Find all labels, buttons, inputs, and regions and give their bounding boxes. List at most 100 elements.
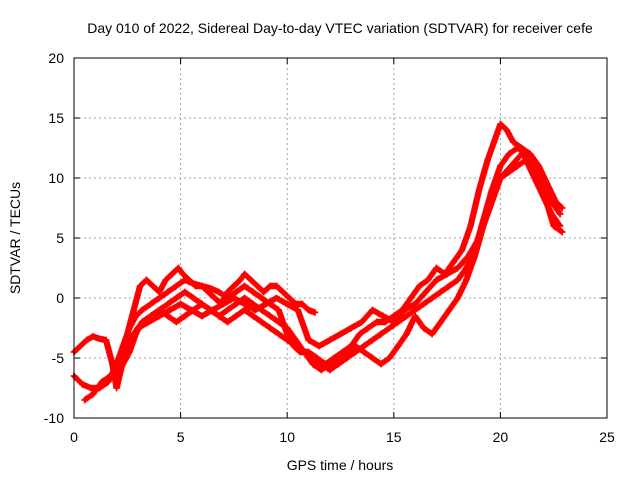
data-point [379,312,387,320]
data-point [428,330,436,338]
data-point [337,330,344,338]
y-tick-label: 0 [56,290,64,306]
data-point [433,276,440,284]
data-point [173,294,180,302]
data-point [113,372,120,380]
data-point [411,306,419,314]
data-point [215,288,223,296]
data-point [177,300,184,308]
data-point [377,360,385,368]
data-point [252,306,259,314]
data-point [509,138,517,146]
data-point [164,288,172,296]
x-axis-label: GPS time / hours [287,457,394,473]
data-point [365,324,372,332]
data-point [190,294,197,302]
data-point [136,282,144,290]
data-point [318,366,325,374]
data-point [266,324,274,332]
data-point [211,294,218,302]
data-point [149,282,157,290]
data-point [503,126,510,134]
data-point [188,306,195,314]
data-point [247,276,255,284]
data-point [237,276,244,284]
data-point [437,288,444,296]
y-axis-label: SDTVAR / TECUs [7,182,23,294]
data-point [559,228,566,236]
x-tick-label: 10 [279,429,295,445]
data-point [79,381,86,388]
data-point [539,186,547,194]
data-point [497,120,504,128]
data-point [475,234,483,242]
data-point [121,348,129,356]
data-point [173,282,180,290]
data-point [343,354,351,362]
data-point [305,306,312,314]
data-point [309,354,316,362]
data-point [505,150,513,158]
x-tick-label: 5 [177,429,185,445]
data-point [254,282,261,290]
data-point [369,354,376,362]
data-point [279,288,287,296]
data-point [360,342,368,350]
data-point [139,306,146,314]
data-point [241,300,248,308]
data-point [443,270,451,278]
data-point [529,162,536,170]
data-point [428,294,436,302]
data-point [220,300,227,308]
data-point [356,330,363,338]
data-point [411,300,419,308]
data-point [318,360,325,368]
data-point [209,306,216,314]
data-point [454,276,461,284]
data-point [198,312,206,320]
data-point [484,156,491,164]
data-point [249,312,257,320]
data-point [422,288,429,296]
data-point [81,396,88,404]
data-point [309,360,316,368]
data-point [232,288,240,296]
data-point [326,360,334,368]
data-point [273,294,280,302]
y-tick-label: 20 [48,50,64,66]
data-point [298,300,306,308]
data-point [181,288,189,296]
x-tick-label: 15 [386,429,402,445]
series-track-5 [134,150,566,350]
data-point [266,312,274,320]
data-point [156,312,163,320]
data-point [126,324,133,332]
data-point [107,372,114,380]
data-point [433,264,440,272]
data-point [130,306,137,314]
data-point [132,312,140,320]
data-point [311,309,319,316]
data-point [286,294,293,302]
data-point [162,276,169,284]
data-point [377,330,385,338]
data-point [179,270,186,278]
data-point [275,318,282,326]
data-point [292,342,299,350]
data-point [420,300,427,308]
data-point [467,222,474,230]
series-track-2 [70,120,566,392]
data-point [394,342,402,350]
y-tick-label: -5 [52,350,65,366]
data-series [70,120,566,404]
data-point [292,336,299,344]
data-point [403,330,410,338]
data-point [241,282,248,290]
data-point [343,348,351,356]
y-tick-label: 10 [48,170,64,186]
data-point [352,342,359,350]
data-point [386,354,393,362]
chart-title: Day 010 of 2022, Sidereal Day-to-day VTE… [87,20,593,36]
data-point [175,264,182,272]
data-point [450,258,457,266]
